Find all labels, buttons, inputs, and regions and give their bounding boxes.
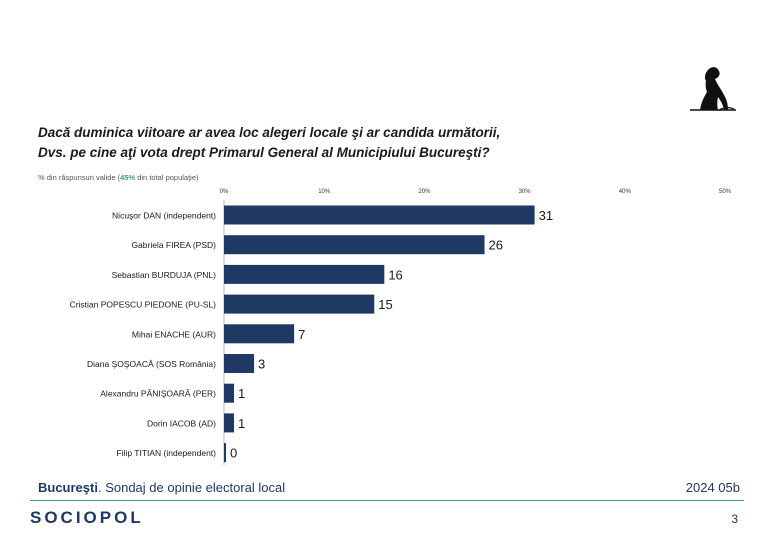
category-label: Cristian POPESCU PIEDONE (PU-SL) [70, 300, 217, 310]
category-label: Alexandru PĂNIŞOARĂ (PER) [100, 389, 216, 399]
x-tick-label: 50% [719, 189, 732, 195]
bar [224, 205, 535, 225]
bar [224, 324, 295, 344]
bar-chart: 0% 10% 20% 30% 40% 50% Nicuşor DAN (independen… [70, 189, 732, 465]
survey-question: Dacă duminica viitoare ar avea loc alege… [38, 123, 598, 163]
page-number: 3 [731, 512, 738, 526]
bar [224, 294, 375, 314]
sociopol-logo: SOCIOPOL [30, 508, 144, 527]
value-label: 1 [238, 386, 245, 401]
category-label: Mihai ENACHE (AUR) [132, 329, 216, 339]
value-label: 7 [298, 327, 305, 342]
bar [224, 383, 235, 403]
thinker-logo-icon [690, 67, 736, 111]
x-tick-label: 20% [418, 189, 431, 195]
x-tick-label: 0% [220, 189, 229, 195]
category-label: Nicuşor DAN (independent) [112, 211, 216, 221]
bar [224, 235, 485, 255]
footer-subtitle: . Sondaj de opinie electoral local [97, 480, 286, 495]
value-label: 15 [378, 297, 392, 312]
question-line-2: Dvs. pe cine aţi vota drept Primarul Gen… [38, 145, 490, 160]
note-prefix: % din răspunsuri valide ( [38, 173, 121, 182]
valid-responses-note: % din răspunsuri valide (45% din total p… [38, 173, 199, 182]
bar [224, 443, 226, 463]
bar [224, 264, 385, 284]
footer-date: 2024 05b [685, 480, 740, 495]
x-tick-label: 30% [519, 189, 532, 195]
category-label: Dorin IACOB (AD) [147, 418, 216, 428]
x-tick-label: 40% [619, 189, 632, 195]
bar [224, 354, 255, 373]
category-label: Diana ŞOŞOACĂ (SOS România) [87, 359, 216, 369]
bar [224, 413, 235, 433]
value-label: 26 [489, 238, 503, 253]
footer-city: Bucureşti [38, 480, 98, 495]
category-label: Gabriela FIREA (PSD) [131, 240, 216, 250]
footer-title: Bucureşti. Sondaj de opinie electoral lo… [38, 480, 285, 495]
footer-divider [30, 500, 744, 501]
question-line-1: Dacă duminica viitoare ar avea loc alege… [38, 125, 501, 140]
value-label: 3 [258, 357, 265, 372]
value-label: 1 [238, 416, 245, 431]
value-label: 16 [388, 267, 402, 282]
note-percent: 45% [120, 173, 136, 182]
value-label: 31 [539, 208, 553, 223]
value-label: 0 [230, 446, 237, 461]
category-label: Sebastian BURDUJA (PNL) [112, 270, 217, 280]
note-suffix: din total populaţie) [135, 173, 199, 182]
category-label: Filip TITIAN (independent) [116, 448, 216, 458]
x-tick-label: 10% [318, 189, 331, 195]
